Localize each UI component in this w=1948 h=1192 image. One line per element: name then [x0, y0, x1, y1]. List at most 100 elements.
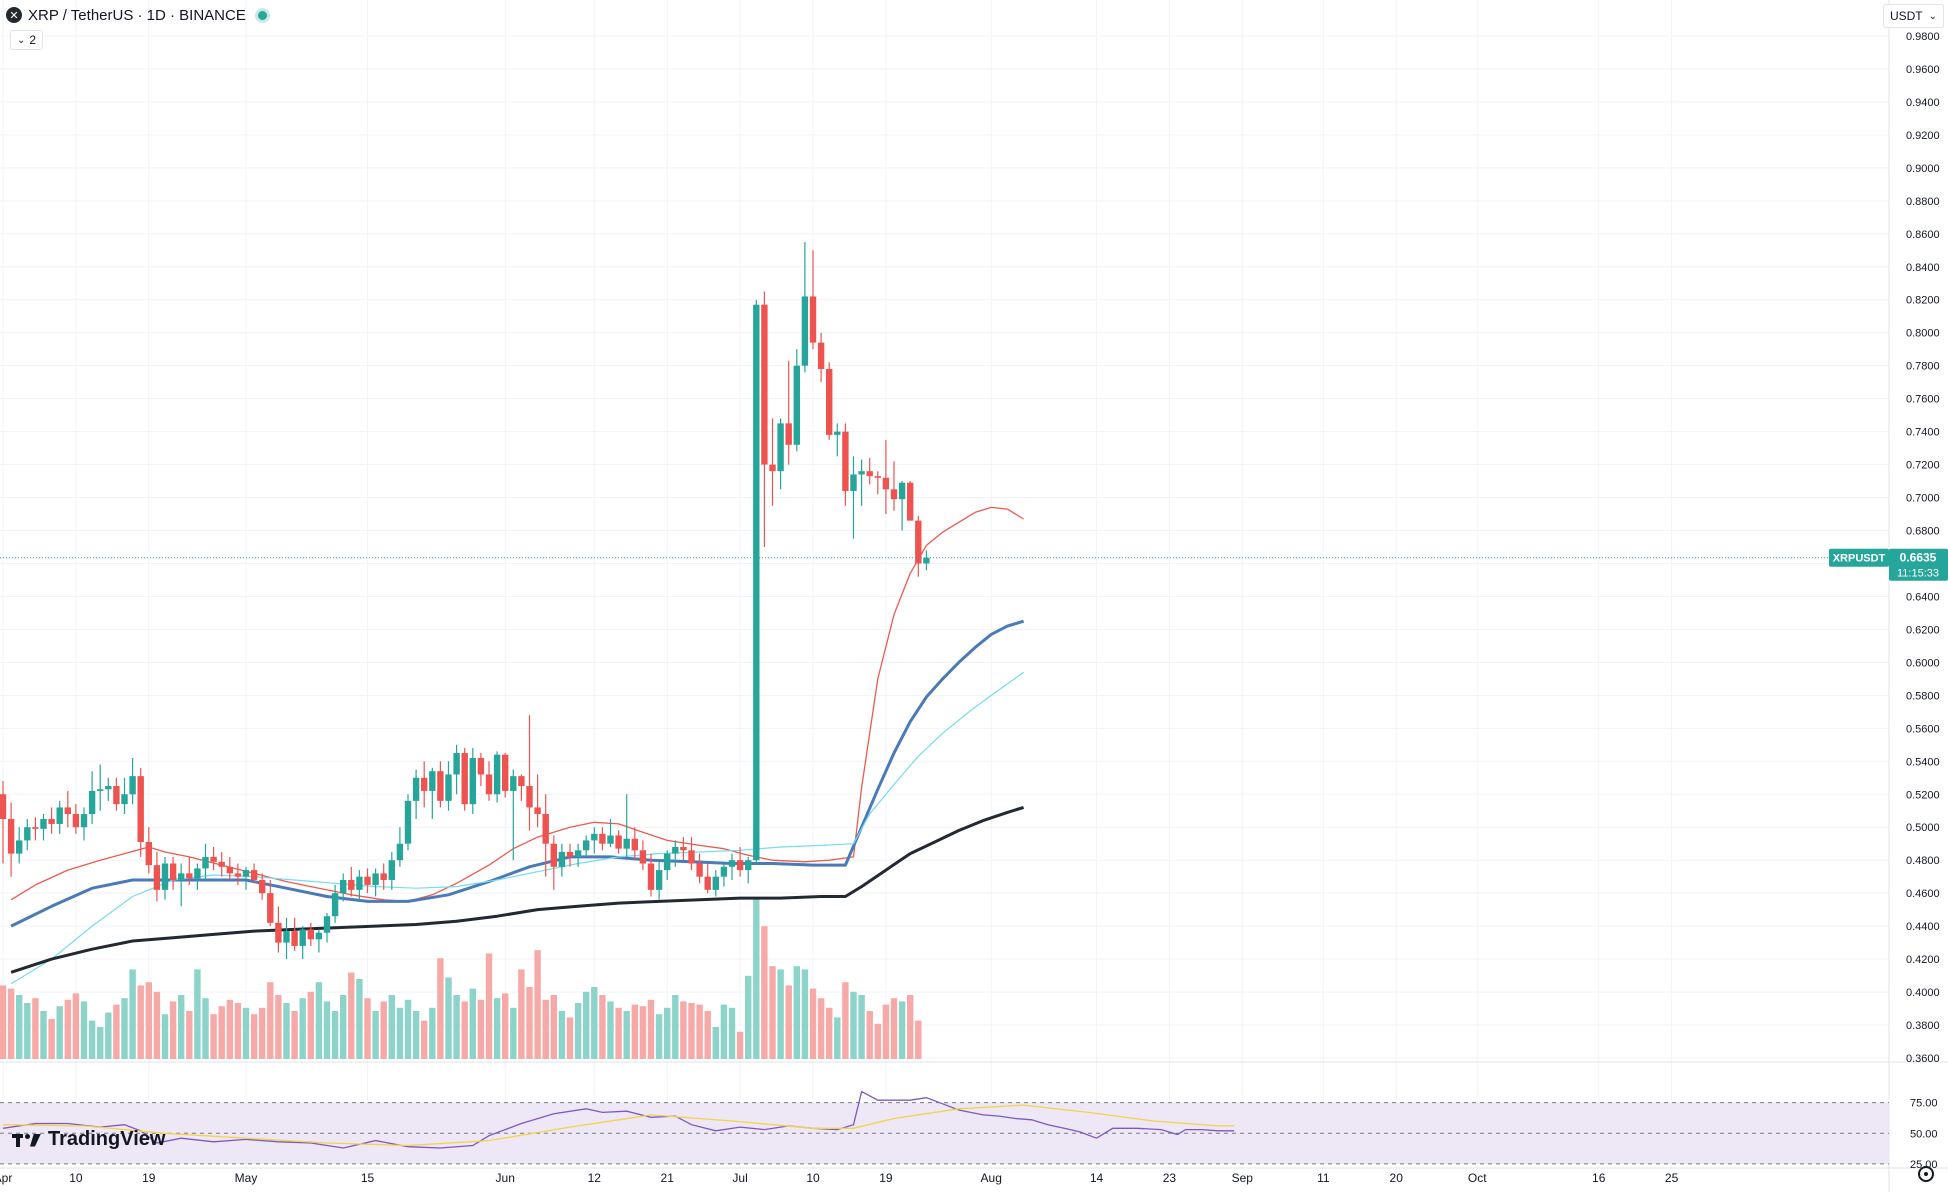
volume-bar: [526, 987, 533, 1059]
candle-body: [202, 856, 209, 869]
candle-body: [777, 423, 784, 472]
candle-body: [736, 860, 744, 871]
volume-bar: [40, 1011, 47, 1059]
volume-bar: [283, 1003, 290, 1059]
rsi-pane: [0, 1090, 1889, 1165]
candle-body: [655, 870, 663, 890]
volume-bar: [380, 1001, 387, 1059]
volume-bar: [550, 995, 557, 1059]
rsi-line: [2, 1090, 1235, 1149]
candle-body: [801, 296, 809, 366]
rsi-tick-label: 75.00: [1910, 1098, 1938, 1110]
time-tick-label: Jul: [732, 1171, 747, 1185]
candle-body: [631, 838, 638, 851]
volume-bar: [566, 1017, 574, 1059]
time-tick-label: 19: [142, 1171, 156, 1185]
candle-body: [404, 800, 412, 844]
candle-body: [323, 916, 331, 933]
moving-average-line: [10, 506, 1024, 903]
candle-body: [234, 873, 242, 877]
volume-bar: [882, 1004, 890, 1059]
candle-body: [97, 789, 104, 791]
volume-bar: [866, 1011, 873, 1059]
price-tick-label: 0.8800: [1906, 196, 1940, 208]
volume-bar: [850, 991, 857, 1059]
price-axis[interactable]: 0.9800 0.9600 0.9400 0.9200 0.9000 0.8800 0.86…: [1906, 31, 1940, 1171]
volume-bar: [113, 1004, 120, 1059]
candle-body: [866, 471, 873, 477]
volume-bar: [388, 995, 395, 1059]
volume-bar: [429, 1007, 436, 1059]
volume-bar: [785, 985, 792, 1059]
moving-averages: [10, 506, 1025, 985]
volume-bar: [259, 1007, 266, 1059]
tradingview-logo[interactable]: TradingView: [12, 1128, 165, 1151]
volume-bar: [161, 1014, 169, 1059]
volume-bar: [453, 995, 460, 1059]
indicators-toggle-button[interactable]: ⌄ 2: [10, 30, 44, 50]
candle-body: [834, 431, 841, 435]
volume-bar: [461, 1001, 468, 1059]
volume-bar: [915, 1020, 922, 1059]
candle-body: [898, 482, 906, 500]
volume-bar: [485, 953, 493, 1059]
candle-body: [842, 431, 849, 491]
volume-bar: [48, 1019, 55, 1059]
volume-bar: [599, 995, 606, 1059]
time-tick-label: 25: [1665, 1171, 1679, 1185]
candle-body: [259, 879, 266, 894]
candle-body: [461, 753, 468, 805]
volume-bar: [331, 1011, 339, 1059]
candle-body: [32, 827, 39, 829]
candle-body: [218, 861, 225, 867]
volume-bar: [655, 1014, 663, 1059]
candle-body: [364, 876, 371, 885]
volume-bar: [88, 1020, 96, 1059]
volume-bar: [0, 985, 7, 1059]
time-tick-label: 10: [806, 1171, 820, 1185]
symbol-header[interactable]: ✕ XRP / TetherUS · 1D · BINANCE: [6, 4, 267, 26]
time-axis[interactable]: Apr 10 19 May 15 Jun 12 21 Jul 10 19 Aug 14 23 Sep 11 20…: [0, 1171, 1679, 1185]
candle-body: [250, 870, 258, 880]
candle-body: [299, 929, 306, 946]
candle-body: [672, 847, 679, 854]
volume-bar: [404, 999, 412, 1059]
currency-select[interactable]: USDT ⌄: [1882, 4, 1944, 28]
settings-gear-icon[interactable]: [1918, 1166, 1934, 1182]
candle-body: [194, 868, 201, 879]
candle-body: [161, 863, 169, 890]
volume-bar: [80, 1001, 88, 1059]
candle-body: [331, 893, 339, 917]
price-tick-label: 0.6000: [1906, 657, 1940, 669]
volume-bar: [728, 1007, 736, 1059]
volume-bar: [186, 1011, 193, 1059]
candle-body: [599, 833, 606, 844]
volume-bar: [874, 1023, 881, 1059]
volume-bar: [348, 972, 355, 1059]
volume-bar: [396, 1007, 404, 1059]
price-tick-label: 0.4800: [1906, 855, 1940, 867]
price-tick-label: 0.7000: [1906, 493, 1940, 505]
candle-body: [688, 850, 695, 864]
candle-body: [485, 774, 493, 795]
candle-body: [817, 342, 825, 369]
candle-body: [769, 464, 776, 472]
candle-body: [437, 771, 444, 801]
price-tick-label: 0.4000: [1906, 987, 1940, 999]
volume-bar: [218, 1006, 225, 1059]
volume-bar: [631, 1004, 638, 1059]
candle-body: [615, 835, 622, 849]
market-status-icon[interactable]: [257, 10, 267, 20]
volume-bar: [7, 988, 15, 1059]
volume-bar: [226, 999, 233, 1059]
price-tick-label: 0.5800: [1906, 690, 1940, 702]
candle-body: [267, 893, 274, 923]
volume-bar: [412, 1011, 420, 1059]
candle-body: [477, 757, 485, 775]
candle-body: [874, 476, 881, 478]
candle-body: [72, 814, 80, 828]
price-tick-label: 0.8200: [1906, 295, 1940, 307]
volume-bar: [356, 979, 363, 1059]
candle-body: [24, 827, 31, 841]
